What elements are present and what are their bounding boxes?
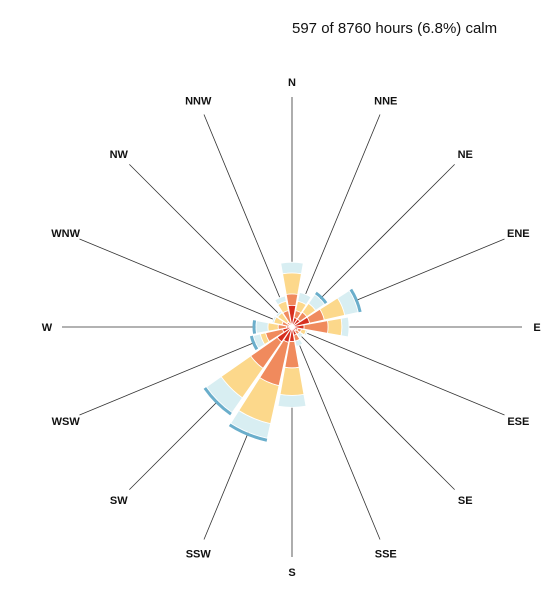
direction-label-n: N — [288, 77, 296, 89]
outline-arc-ne — [314, 291, 328, 305]
direction-label-w: W — [42, 322, 53, 334]
segment-w-band-4 — [255, 320, 269, 334]
spoke-nne — [291, 114, 381, 328]
segment-nnw-band-1 — [289, 323, 293, 328]
spoke-se — [291, 326, 455, 490]
outline-arc-ene — [349, 288, 362, 313]
segment-s-band-3 — [279, 366, 305, 396]
segment-n-band-2 — [285, 293, 299, 307]
direction-label-nnw: NNW — [185, 96, 212, 108]
outline-arc-w — [252, 320, 257, 334]
outline-arc-ssw — [228, 423, 268, 442]
calm-summary: 597 of 8760 hours (6.8%) calm — [292, 20, 498, 37]
spoke-nw — [129, 164, 293, 328]
outline-arc-wsw — [249, 335, 259, 351]
segment-w-band-3 — [267, 322, 279, 332]
direction-label-sse: SSE — [375, 548, 397, 560]
segment-e-band-3 — [326, 317, 343, 337]
spoke-sse — [291, 326, 381, 540]
wind-segments — [205, 261, 359, 439]
direction-label-ne: NE — [458, 149, 473, 161]
direction-label-nw: NW — [110, 149, 129, 161]
direction-label-e: E — [533, 322, 540, 334]
spoke-wnw — [79, 238, 293, 328]
direction-label-nne: NNE — [374, 96, 397, 108]
direction-label-se: SE — [458, 495, 473, 507]
segment-n-band-3 — [282, 272, 302, 295]
direction-label-wnw: WNW — [51, 228, 80, 240]
spoke-nnw — [203, 114, 293, 328]
direction-label-ese: ESE — [507, 416, 529, 428]
segment-n-band-4 — [280, 261, 304, 275]
direction-label-ssw: SSW — [186, 548, 212, 560]
segment-e-band-4 — [340, 316, 350, 338]
direction-label-s: S — [288, 567, 295, 579]
direction-labels: N NNE NE ENE E ESE SE SSE S SSW SW WSW W WNW NW NNW — [42, 77, 541, 579]
direction-label-wsw: WSW — [52, 416, 81, 428]
direction-label-ene: ENE — [507, 228, 530, 240]
outline-arc-sw — [203, 387, 232, 416]
outline-arcs — [203, 288, 362, 442]
spoke-ese — [291, 326, 505, 416]
direction-label-sw: SW — [110, 495, 128, 507]
segment-s-band-4 — [277, 393, 307, 408]
